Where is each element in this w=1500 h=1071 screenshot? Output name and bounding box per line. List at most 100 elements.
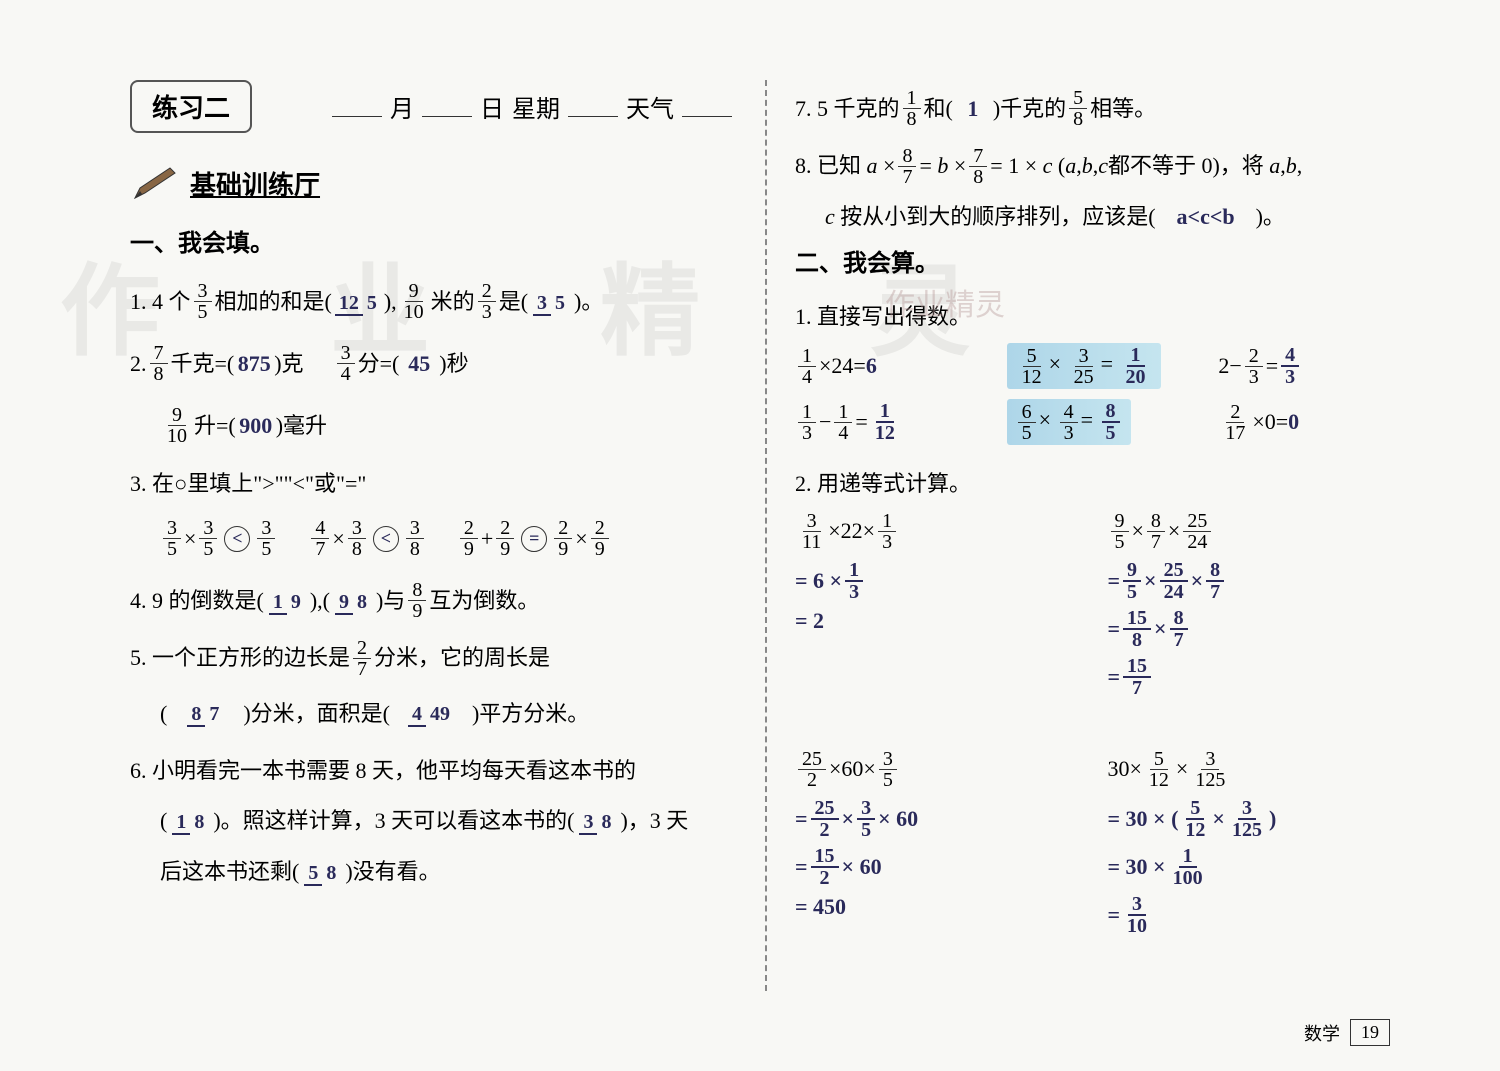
calc-r2c2: 65× 43= 85	[1007, 399, 1189, 445]
q2-text6: 升=(	[194, 397, 236, 454]
q2-text2: 千克=(	[171, 335, 235, 392]
q6-text3: )。照这样计算，3 天可以看这本书的(	[213, 797, 574, 845]
q4-answer1[interactable]: 19	[267, 590, 307, 612]
fraction: 35	[257, 518, 275, 559]
q2-answer2[interactable]: 45	[399, 335, 439, 392]
q6-answer3[interactable]: 58	[302, 861, 342, 883]
work-p3-step3[interactable]: = 450	[795, 894, 1088, 920]
sub-heading-2: 2. 用递等式计算。	[795, 460, 1400, 508]
q4-text2: ),(	[310, 572, 330, 629]
fraction: 18	[903, 88, 921, 129]
fraction: 35	[194, 281, 212, 322]
calc-grid: 14×24= 6 512× 325= 120 2−23= 43 13− 14= …	[795, 343, 1400, 445]
q6-text4: )，3 天	[620, 797, 688, 845]
q7-answer1[interactable]: 1	[953, 80, 993, 137]
question-2: 2. 78 千克=( 875 )克 34 分=( 45 )秒	[130, 335, 735, 392]
q1-prefix: 1. 4 个	[130, 273, 191, 330]
calc-answer[interactable]: 85	[1102, 401, 1120, 443]
work-p4-step1[interactable]: = 30 × ( 512 × 3125 )	[1108, 798, 1401, 840]
fraction: 78	[150, 343, 168, 384]
q5-answer1[interactable]: 87	[185, 702, 225, 724]
q5-text2: 分米，它的周长是	[374, 634, 550, 682]
calc-r2c3: 217×0= 0	[1218, 399, 1400, 445]
page-container: 练习二 月 日 星期 天气 基础训练厅 一、我会填。 1. 4 个 35 相加	[130, 80, 1400, 1031]
q6-text6: )没有看。	[345, 848, 440, 896]
heading-2: 二、我会算。	[795, 243, 1400, 278]
q5-text3: (	[160, 685, 167, 742]
work-p3-step2[interactable]: = 152 × 60	[795, 846, 1088, 888]
q3-answer2[interactable]: <	[373, 526, 399, 552]
q2-text5: )秒	[439, 335, 468, 392]
q1-answer1[interactable]: 125	[335, 291, 381, 313]
calc-r1c3: 2−23= 43	[1218, 343, 1400, 389]
question-8a: 8. 已知 a × 87 = b × 78 = 1 × c (a,b,c 都不等…	[795, 142, 1400, 190]
work-p1-expr: 311×22× 13	[795, 511, 1088, 552]
question-3-items: 35× 35 < 35 47× 38 < 38 29+ 29 = 29× 29	[130, 510, 735, 567]
heading-1: 一、我会填。	[130, 223, 735, 258]
fraction: 47	[311, 518, 329, 559]
fraction: 38	[348, 518, 366, 559]
fraction: 910	[400, 281, 428, 322]
section-header: 基础训练厅	[130, 163, 735, 203]
fraction: 35	[199, 518, 217, 559]
calc-answer[interactable]: 43	[1281, 345, 1299, 387]
day-label: 日	[480, 89, 504, 124]
calc-answer[interactable]: 120	[1122, 345, 1150, 387]
work-p2-step2[interactable]: = 158 × 87	[1108, 608, 1401, 650]
highlight: 65× 43= 85	[1007, 399, 1131, 445]
fraction: 87	[898, 146, 916, 187]
pencil-icon	[130, 163, 180, 203]
work-p1-step1[interactable]: = 6 × 13	[795, 560, 1088, 602]
q2-text7: )毫升	[276, 397, 327, 454]
month-blank[interactable]	[332, 93, 382, 117]
watermark-small: 作业精灵	[885, 280, 1005, 324]
fraction: 23	[478, 281, 496, 322]
q7-text3: )千克的	[993, 80, 1066, 137]
question-1: 1. 4 个 35 相加的和是( 125 ), 910 米的 23 是( 35 …	[130, 273, 735, 330]
weekday-label: 星期	[512, 89, 560, 124]
work-columns: 311×22× 13 = 6 × 13 = 2 95× 87× 2524 =	[795, 511, 1400, 967]
fraction: 34	[337, 343, 355, 384]
calc-answer[interactable]: 0	[1288, 409, 1299, 435]
q8-text3: 按从小到大的顺序排列，应该是(	[840, 193, 1155, 241]
weekday-blank[interactable]	[568, 93, 618, 117]
q2-answer1[interactable]: 875	[234, 335, 274, 392]
exercise-title: 练习二	[130, 80, 252, 133]
q4-text1: 4. 9 的倒数是(	[130, 572, 264, 629]
q3-answer3[interactable]: =	[521, 526, 547, 552]
day-blank[interactable]	[422, 93, 472, 117]
calc-r1c2: 512× 325= 120	[1007, 343, 1189, 389]
q5-text1: 5. 一个正方形的边长是	[130, 634, 350, 682]
q6-answer1[interactable]: 18	[170, 810, 210, 832]
work-p3-step1[interactable]: = 252 × 35 × 60	[795, 798, 1088, 840]
header-row: 练习二 月 日 星期 天气	[130, 80, 735, 133]
work-p2-step3[interactable]: = 157	[1108, 656, 1401, 698]
weather-label: 天气	[626, 89, 674, 124]
calc-answer[interactable]: 6	[866, 353, 877, 379]
question-6a: 6. 小明看完一本书需要 8 天，他平均每天看这本书的	[130, 747, 735, 795]
q8-answer1[interactable]: a<c<b	[1156, 193, 1256, 241]
question-4: 4. 9 的倒数是( 19 ),( 98 )与 89 互为倒数。	[130, 572, 735, 629]
fraction: 29	[554, 518, 572, 559]
q1-answer2[interactable]: 35	[531, 291, 571, 313]
question-6c: 后这本书还剩( 58 )没有看。	[130, 848, 735, 896]
q5-text5: )平方分米。	[472, 685, 589, 742]
q6-text5: 后这本书还剩(	[160, 848, 299, 896]
q6-answer2[interactable]: 38	[577, 810, 617, 832]
q3-answer1[interactable]: <	[224, 526, 250, 552]
date-fields: 月 日 星期 天气	[332, 89, 732, 124]
work-p4-step2[interactable]: = 30 × 1100	[1108, 846, 1401, 888]
q6-text2: (	[160, 797, 167, 845]
q1-text3: 米的	[431, 273, 475, 330]
fraction: 38	[406, 518, 424, 559]
q5-answer2[interactable]: 449	[408, 702, 454, 724]
q5-text4: )分米，面积是(	[243, 685, 390, 742]
work-p1-step2[interactable]: = 2	[795, 608, 1088, 634]
q4-answer2[interactable]: 98	[333, 590, 373, 612]
q2-answer3[interactable]: 900	[236, 397, 276, 454]
calc-answer[interactable]: 112	[871, 401, 899, 443]
work-p2-step1[interactable]: = 95 × 2524 × 87	[1108, 560, 1401, 602]
work-p4-step3[interactable]: = 310	[1108, 894, 1401, 936]
weather-blank[interactable]	[682, 93, 732, 117]
q2-text4: 分=(	[358, 335, 400, 392]
